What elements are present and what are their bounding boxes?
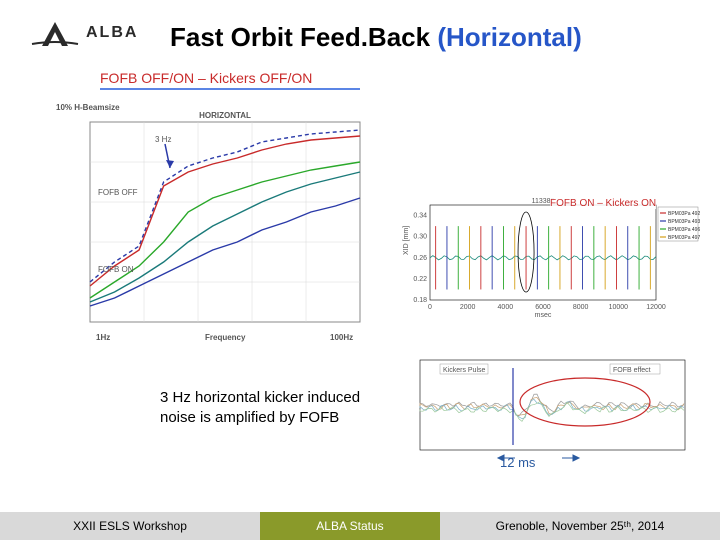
xlabel-right: 100Hz xyxy=(330,333,353,342)
rb-label-left: Kickers Pulse xyxy=(443,367,486,374)
title-main: Fast Orbit Feed.Back xyxy=(170,22,437,52)
annot-fofb-off: FOFB OFF xyxy=(98,188,138,197)
footer: XXII ESLS Workshop ALBA Status Grenoble,… xyxy=(0,512,720,540)
caption: 3 Hz horizontal kicker induced noise is … xyxy=(160,388,370,427)
beamsize-label: 10% H-Beamsize xyxy=(56,103,120,112)
rt-ylabel: XID [mm] xyxy=(403,226,410,255)
svg-text:3 Hz: 3 Hz xyxy=(155,135,171,144)
svg-text:8000: 8000 xyxy=(573,304,589,311)
xlabel-left: 1Hz xyxy=(96,333,110,342)
logo-mark xyxy=(30,18,80,48)
left-chart: 10% H-Beamsize HORIZONTAL 3 Hz FOFB OFF … xyxy=(50,100,380,360)
svg-text:BPM03Pa 492: BPM03Pa 492 xyxy=(668,211,700,217)
svg-text:0: 0 xyxy=(428,304,432,311)
svg-text:12000: 12000 xyxy=(646,304,666,311)
subtitle: FOFB OFF/ON – Kickers OFF/ON xyxy=(100,70,360,90)
rt-xlabel: msec xyxy=(535,312,552,319)
rb-label-right: FOFB effect xyxy=(613,367,651,374)
svg-text:0.34: 0.34 xyxy=(413,213,427,220)
annot-fofb-on: FOFB ON xyxy=(98,265,134,274)
logo: ALBA xyxy=(30,18,138,48)
right-bottom-chart: Kickers Pulse FOFB effect xyxy=(400,350,700,470)
svg-text:0.30: 0.30 xyxy=(413,234,427,241)
svg-text:0.26: 0.26 xyxy=(413,255,427,262)
svg-text:BPM03Pa 493: BPM03Pa 493 xyxy=(668,219,700,225)
svg-text:4000: 4000 xyxy=(498,304,514,311)
right-top-label: FOFB ON – Kickers ON xyxy=(550,198,656,209)
logo-text: ALBA xyxy=(86,24,138,42)
footer-right: Grenoble, November 25ᵗʰ, 2014 xyxy=(440,512,720,540)
svg-text:BPM03Pa 497: BPM03Pa 497 xyxy=(668,235,700,241)
footer-mid: ALBA Status xyxy=(260,512,440,540)
svg-text:0.18: 0.18 xyxy=(413,297,427,304)
right-top-chart: 113382 XID [mm] msec 0.180.220.260.300.3… xyxy=(400,195,700,320)
svg-text:10000: 10000 xyxy=(609,304,629,311)
footer-left: XXII ESLS Workshop xyxy=(0,512,260,540)
left-chart-header: HORIZONTAL xyxy=(199,111,251,120)
svg-text:2000: 2000 xyxy=(460,304,476,311)
page-title: Fast Orbit Feed.Back (Horizontal) xyxy=(170,22,582,53)
xlabel-mid: Frequency xyxy=(205,333,246,342)
svg-text:BPM03Pa 496: BPM03Pa 496 xyxy=(668,227,700,233)
svg-text:6000: 6000 xyxy=(535,304,551,311)
title-sub: (Horizontal) xyxy=(437,22,581,52)
svg-text:0.22: 0.22 xyxy=(413,276,427,283)
time-note: 12 ms xyxy=(500,455,535,470)
